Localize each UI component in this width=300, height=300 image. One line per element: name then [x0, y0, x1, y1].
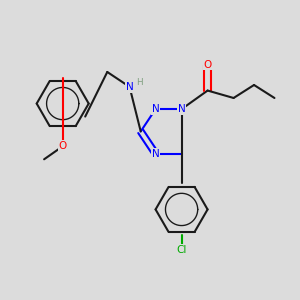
Text: N: N — [126, 82, 134, 92]
Text: N: N — [152, 149, 159, 159]
Text: N: N — [152, 104, 159, 114]
Text: O: O — [58, 141, 67, 151]
Text: Cl: Cl — [176, 245, 187, 255]
Text: N: N — [178, 104, 185, 114]
Text: O: O — [203, 59, 212, 70]
Text: H: H — [136, 78, 143, 87]
